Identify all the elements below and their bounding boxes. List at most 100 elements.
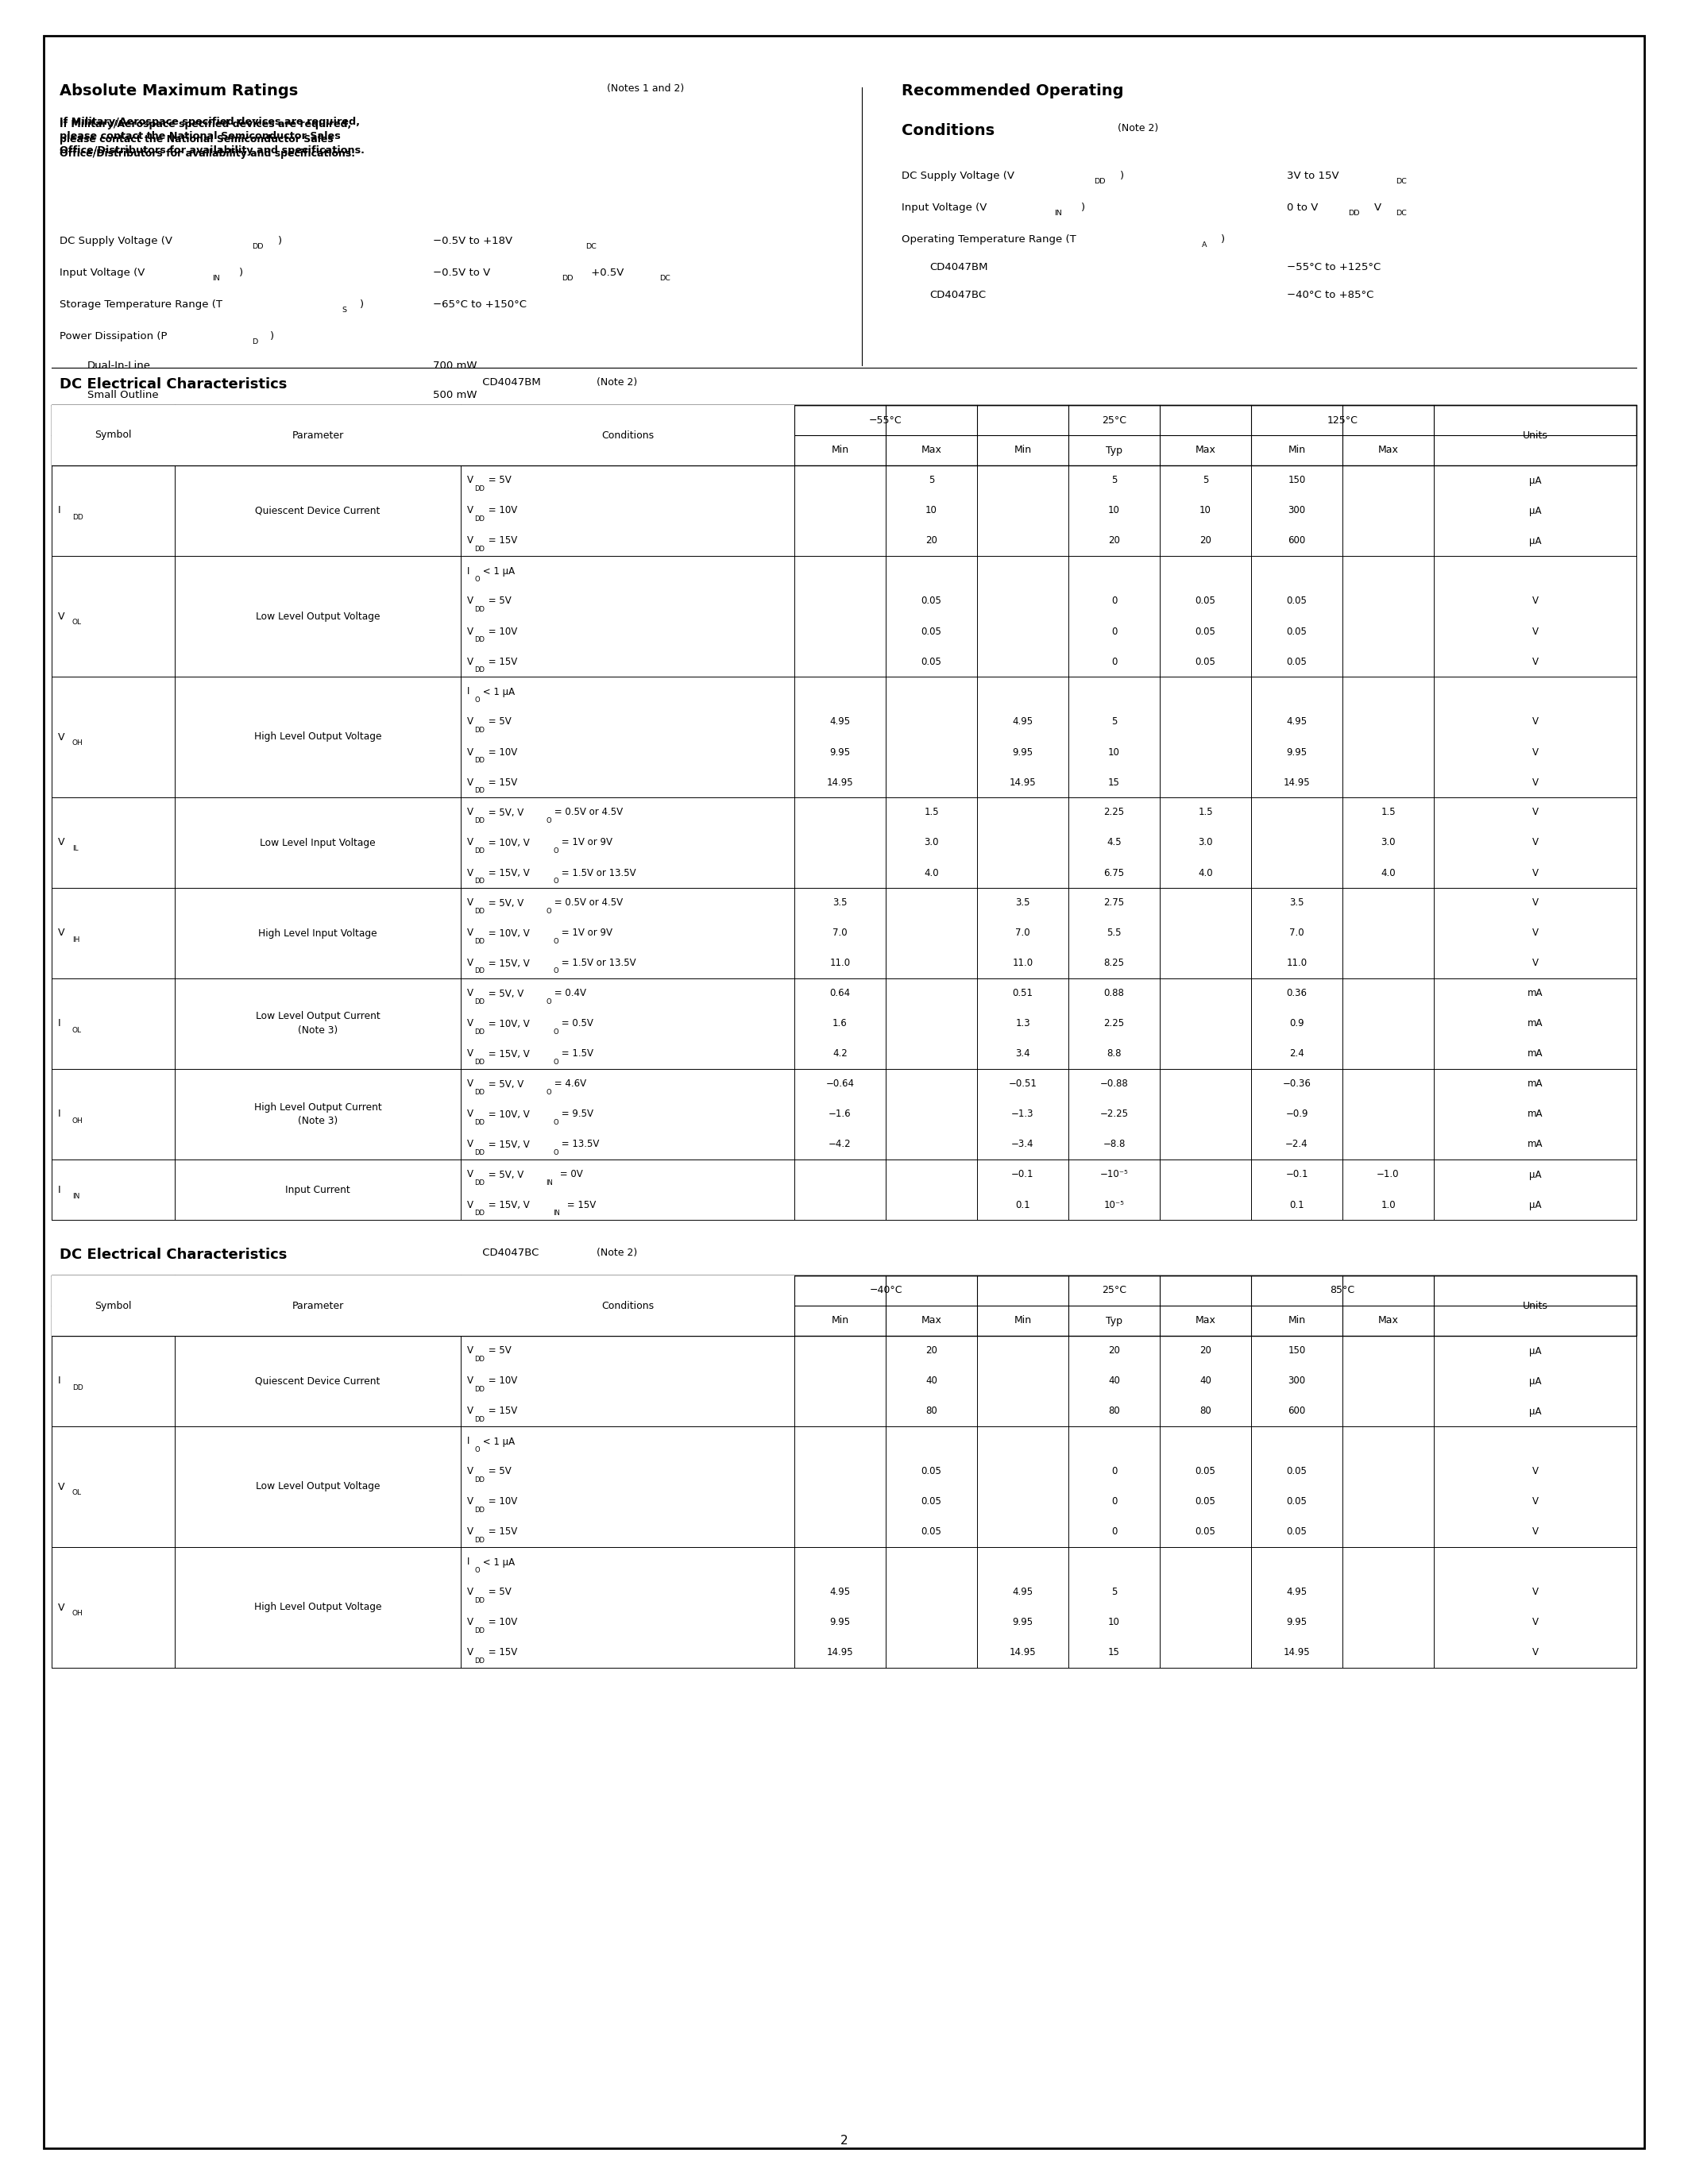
- Text: O: O: [474, 574, 479, 583]
- Text: < 1 μA: < 1 μA: [479, 1557, 515, 1568]
- Text: −4.2: −4.2: [829, 1140, 851, 1149]
- Text: V: V: [468, 1079, 473, 1090]
- Text: = 15V: = 15V: [486, 778, 518, 788]
- Text: DC Electrical Characteristics: DC Electrical Characteristics: [59, 378, 287, 391]
- Text: = 10V, V: = 10V, V: [486, 1109, 530, 1120]
- Text: (Note 2): (Note 2): [1114, 122, 1158, 133]
- Text: Symbol: Symbol: [95, 1299, 132, 1310]
- Text: 0.05: 0.05: [922, 627, 942, 636]
- Text: V: V: [1533, 928, 1538, 939]
- Text: 4.0: 4.0: [1381, 867, 1396, 878]
- Text: ): ): [360, 299, 365, 310]
- Text: = 13.5V: = 13.5V: [559, 1140, 599, 1149]
- Text: 40: 40: [1107, 1376, 1121, 1387]
- Text: 80: 80: [1200, 1406, 1212, 1417]
- Text: −40°C to +85°C: −40°C to +85°C: [1286, 290, 1374, 301]
- Text: 0.05: 0.05: [1286, 627, 1307, 636]
- Text: V: V: [468, 1109, 473, 1120]
- Text: Min: Min: [830, 1315, 849, 1326]
- Text: μA: μA: [1529, 476, 1541, 485]
- Text: −0.5V to V: −0.5V to V: [432, 269, 490, 277]
- Text: = 10V: = 10V: [486, 505, 518, 515]
- Text: μA: μA: [1529, 1168, 1541, 1179]
- Text: ): ): [240, 269, 243, 277]
- Text: = 15V: = 15V: [486, 657, 518, 666]
- Text: 10: 10: [925, 505, 937, 515]
- Text: DD: DD: [474, 1627, 484, 1634]
- Text: +0.5V: +0.5V: [587, 269, 625, 277]
- Text: = 15V, V: = 15V, V: [486, 959, 530, 968]
- Text: V: V: [57, 732, 64, 743]
- Text: Input Current: Input Current: [285, 1184, 349, 1195]
- Text: 0.05: 0.05: [1286, 1527, 1307, 1538]
- Text: 7.0: 7.0: [1016, 928, 1030, 939]
- Text: IN: IN: [554, 1210, 560, 1216]
- Text: I: I: [57, 1018, 61, 1029]
- Text: V: V: [1533, 596, 1538, 607]
- Text: O: O: [554, 937, 559, 946]
- Text: 40: 40: [925, 1376, 937, 1387]
- Text: 3.0: 3.0: [1381, 836, 1396, 847]
- Text: DC: DC: [586, 242, 596, 251]
- Text: −0.1: −0.1: [1011, 1168, 1035, 1179]
- Text: mA: mA: [1528, 1109, 1543, 1120]
- Text: 10⁻⁵: 10⁻⁵: [1104, 1199, 1124, 1210]
- Text: 1.5: 1.5: [923, 808, 939, 817]
- Text: (Notes 1 and 2): (Notes 1 and 2): [604, 83, 684, 94]
- Text: CD4047BC: CD4047BC: [930, 290, 986, 301]
- Text: DC Supply Voltage (V: DC Supply Voltage (V: [59, 236, 172, 247]
- Text: −0.36: −0.36: [1283, 1079, 1312, 1090]
- Text: V: V: [57, 928, 64, 939]
- Text: 7.0: 7.0: [832, 928, 847, 939]
- Text: V: V: [468, 1345, 473, 1356]
- Text: DD: DD: [474, 1029, 484, 1035]
- Text: 500 mW: 500 mW: [432, 389, 478, 400]
- Text: Low Level Input Voltage: Low Level Input Voltage: [260, 836, 375, 847]
- Text: Conditions: Conditions: [601, 1299, 653, 1310]
- Text: 3.5: 3.5: [1290, 898, 1305, 909]
- Text: V: V: [1533, 778, 1538, 788]
- Text: V: V: [468, 1199, 473, 1210]
- Text: (Note 3): (Note 3): [297, 1116, 338, 1127]
- Text: 5: 5: [1111, 1588, 1117, 1597]
- Text: −0.1: −0.1: [1286, 1168, 1308, 1179]
- Text: 0.05: 0.05: [922, 1465, 942, 1476]
- Text: V: V: [468, 898, 473, 909]
- Text: IL: IL: [73, 845, 78, 852]
- Bar: [52, 1275, 795, 1337]
- Text: V: V: [468, 627, 473, 636]
- Text: = 0.5V or 4.5V: = 0.5V or 4.5V: [552, 898, 623, 909]
- Text: V: V: [468, 535, 473, 546]
- Text: Parameter: Parameter: [292, 430, 344, 441]
- Text: 0.1: 0.1: [1290, 1199, 1305, 1210]
- Text: = 10V, V: = 10V, V: [486, 928, 530, 939]
- Text: = 10V: = 10V: [486, 1376, 518, 1387]
- Text: 2.25: 2.25: [1104, 1018, 1124, 1029]
- Text: 20: 20: [925, 535, 937, 546]
- Text: Symbol: Symbol: [95, 430, 132, 441]
- Text: Input Voltage (V: Input Voltage (V: [901, 203, 987, 212]
- Text: 300: 300: [1288, 1376, 1305, 1387]
- Text: (Soldering, 10 seconds): (Soldering, 10 seconds): [88, 450, 213, 459]
- Text: = 5V, V: = 5V, V: [486, 808, 523, 817]
- Text: V: V: [1533, 1618, 1538, 1627]
- Text: 1.5: 1.5: [1381, 808, 1396, 817]
- Text: If Military/Aerospace specified devices are required,
please contact the Nationa: If Military/Aerospace specified devices …: [59, 120, 354, 159]
- Text: 0.05: 0.05: [922, 1496, 942, 1507]
- Text: = 5V: = 5V: [486, 1588, 511, 1597]
- Text: V: V: [57, 612, 64, 622]
- Text: = 0V: = 0V: [557, 1168, 582, 1179]
- Text: ): ): [1121, 170, 1124, 181]
- Text: mA: mA: [1528, 1079, 1543, 1090]
- Text: DD: DD: [474, 1179, 484, 1186]
- Text: Symbol: Symbol: [95, 1299, 132, 1310]
- Text: −55°C: −55°C: [869, 415, 901, 426]
- Text: DD: DD: [474, 1507, 484, 1514]
- Text: 5: 5: [1111, 476, 1117, 485]
- Text: V: V: [468, 778, 473, 788]
- Text: 9.95: 9.95: [830, 747, 851, 758]
- Text: V: V: [1533, 1465, 1538, 1476]
- Text: O: O: [545, 1088, 550, 1096]
- Text: O: O: [554, 847, 559, 854]
- Text: IH: IH: [73, 937, 79, 943]
